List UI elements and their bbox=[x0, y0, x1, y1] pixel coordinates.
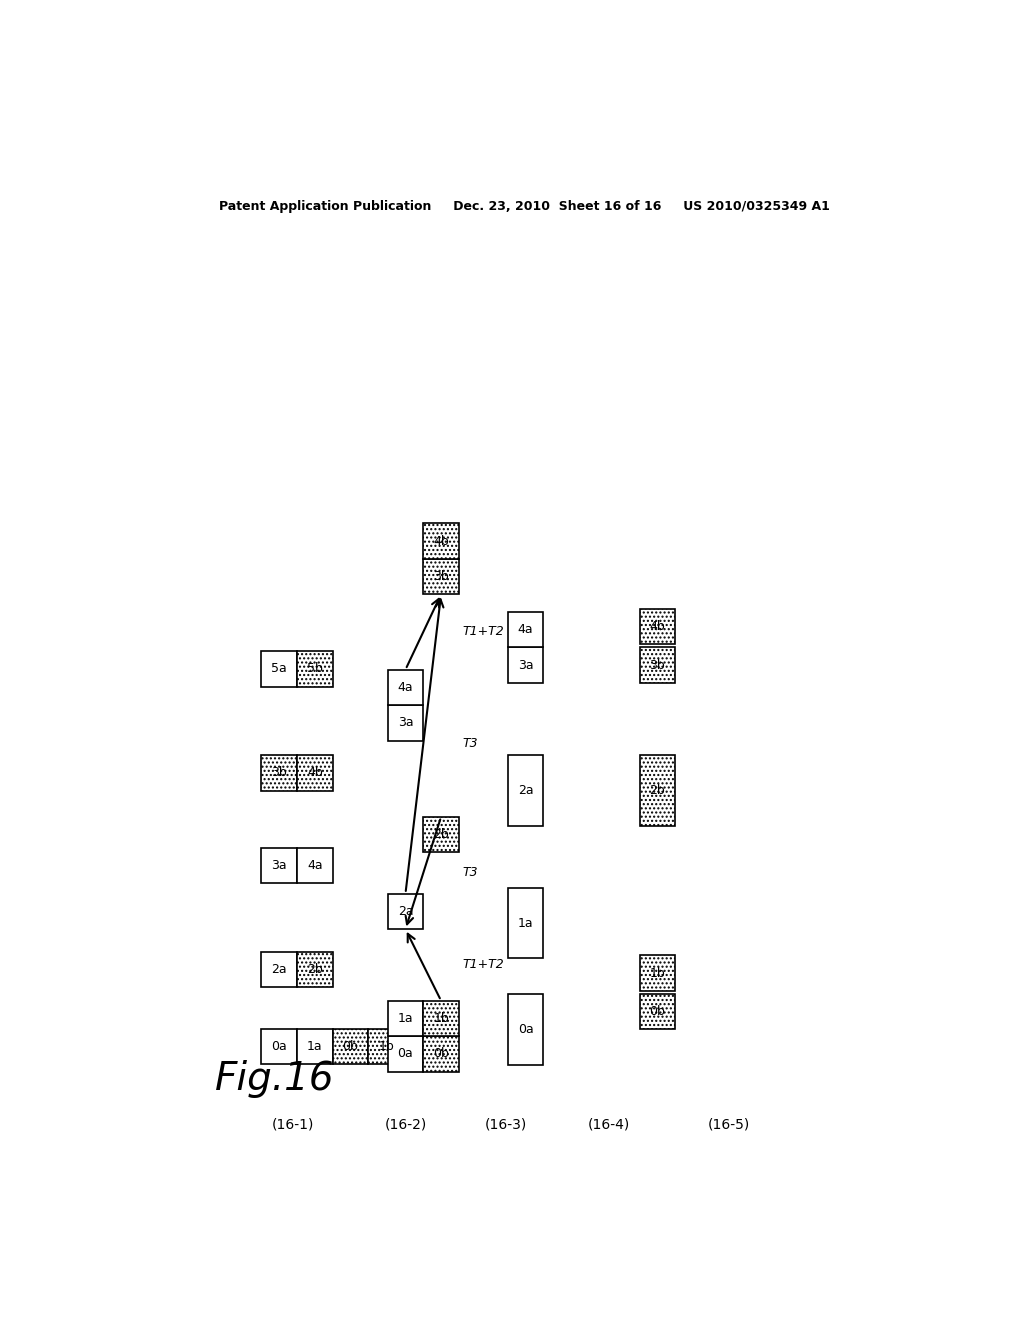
Text: 2a: 2a bbox=[271, 962, 287, 975]
Text: 0a: 0a bbox=[518, 1023, 534, 1036]
Text: 2a: 2a bbox=[518, 784, 534, 797]
Bar bbox=[261, 847, 297, 883]
Bar bbox=[297, 755, 333, 791]
Bar bbox=[508, 647, 544, 682]
Bar bbox=[297, 952, 333, 987]
Text: (16-1): (16-1) bbox=[272, 1118, 314, 1131]
Text: (16-2): (16-2) bbox=[384, 1118, 427, 1131]
Bar bbox=[508, 994, 544, 1065]
Bar bbox=[423, 524, 459, 558]
Text: (16-4): (16-4) bbox=[588, 1118, 630, 1131]
Bar bbox=[508, 612, 544, 647]
Text: 3b: 3b bbox=[433, 570, 449, 583]
Bar bbox=[261, 1028, 297, 1064]
Text: 3b: 3b bbox=[271, 767, 287, 779]
Text: 2b: 2b bbox=[433, 828, 449, 841]
Bar bbox=[388, 894, 423, 929]
Text: 4a: 4a bbox=[397, 681, 414, 694]
Bar bbox=[388, 669, 423, 705]
Text: 1a: 1a bbox=[518, 916, 534, 929]
Text: Fig.16: Fig.16 bbox=[215, 1060, 335, 1097]
Bar bbox=[640, 994, 675, 1030]
Bar bbox=[388, 1036, 423, 1072]
Text: 1a: 1a bbox=[397, 1012, 414, 1026]
Text: 2a: 2a bbox=[397, 906, 414, 917]
Bar bbox=[333, 1028, 369, 1064]
Text: T3: T3 bbox=[463, 866, 478, 879]
Bar bbox=[261, 651, 297, 686]
Text: (16-3): (16-3) bbox=[485, 1118, 527, 1131]
Text: 1b: 1b bbox=[378, 1040, 394, 1053]
Text: T1+T2: T1+T2 bbox=[463, 626, 505, 639]
Text: 4b: 4b bbox=[307, 767, 323, 779]
Bar bbox=[369, 1028, 403, 1064]
Bar bbox=[508, 887, 544, 958]
Text: 0b: 0b bbox=[433, 1047, 450, 1060]
Bar bbox=[297, 1028, 333, 1064]
Text: 3a: 3a bbox=[397, 717, 414, 730]
Bar bbox=[640, 647, 675, 682]
Text: 4b: 4b bbox=[433, 535, 449, 548]
Text: 4a: 4a bbox=[518, 623, 534, 636]
Bar bbox=[508, 755, 544, 826]
Bar bbox=[423, 1001, 459, 1036]
Bar bbox=[261, 952, 297, 987]
Text: 5b: 5b bbox=[307, 663, 323, 676]
Text: 0b: 0b bbox=[649, 1005, 666, 1018]
Text: 3a: 3a bbox=[271, 859, 287, 871]
Bar bbox=[261, 755, 297, 791]
Bar bbox=[388, 705, 423, 741]
Text: (16-5): (16-5) bbox=[708, 1118, 750, 1131]
Text: 4a: 4a bbox=[307, 859, 323, 871]
Text: 4b: 4b bbox=[649, 620, 666, 634]
Text: 2b: 2b bbox=[649, 784, 666, 797]
Text: 1a: 1a bbox=[307, 1040, 323, 1053]
Text: 0a: 0a bbox=[271, 1040, 287, 1053]
Text: T3: T3 bbox=[463, 738, 478, 751]
Text: 3a: 3a bbox=[518, 659, 534, 672]
Bar bbox=[640, 956, 675, 991]
Bar bbox=[423, 817, 459, 853]
Text: Patent Application Publication     Dec. 23, 2010  Sheet 16 of 16     US 2010/032: Patent Application Publication Dec. 23, … bbox=[219, 199, 830, 213]
Bar bbox=[423, 558, 459, 594]
Text: 1b: 1b bbox=[649, 966, 666, 979]
Bar bbox=[640, 609, 675, 644]
Text: 5a: 5a bbox=[271, 663, 287, 676]
Text: 0b: 0b bbox=[342, 1040, 358, 1053]
Text: 1b: 1b bbox=[433, 1012, 449, 1026]
Text: 3b: 3b bbox=[649, 659, 666, 672]
Bar bbox=[423, 1036, 459, 1072]
Text: T1+T2: T1+T2 bbox=[463, 958, 505, 972]
Bar bbox=[297, 847, 333, 883]
Text: 2b: 2b bbox=[307, 962, 323, 975]
Bar bbox=[388, 1001, 423, 1036]
Bar bbox=[640, 755, 675, 826]
Text: 0a: 0a bbox=[397, 1047, 414, 1060]
Bar bbox=[297, 651, 333, 686]
